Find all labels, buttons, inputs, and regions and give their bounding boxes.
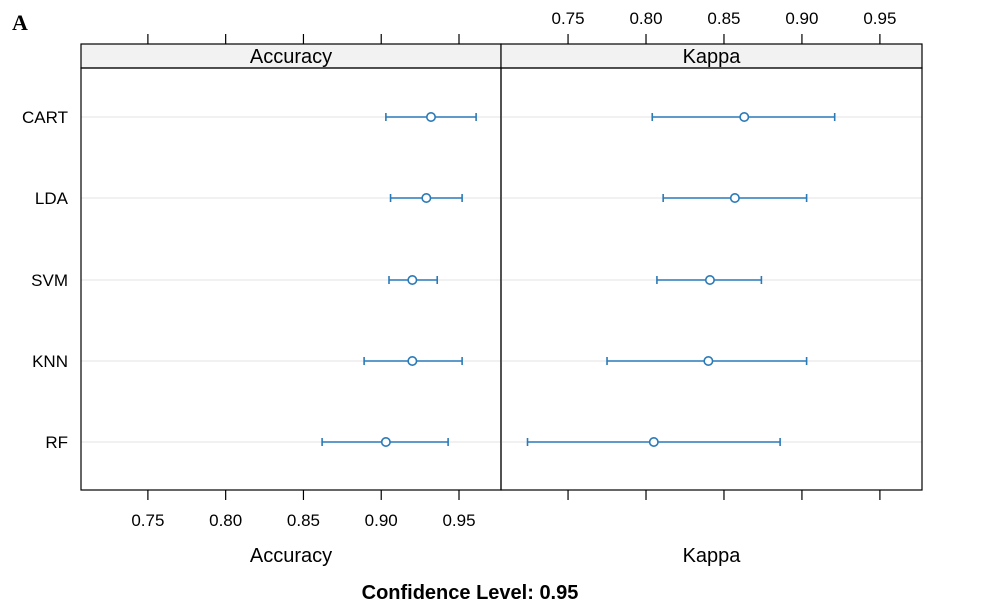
kappa-tick-label: 0.95 bbox=[863, 9, 896, 28]
accuracy-lda-point bbox=[421, 193, 432, 204]
kappa-axis-title: Kappa bbox=[683, 545, 742, 567]
accuracy-tick-label: 0.85 bbox=[287, 511, 320, 530]
category-label-lda: LDA bbox=[35, 189, 69, 208]
kappa-knn-point bbox=[703, 355, 714, 366]
category-label-cart: CART bbox=[22, 108, 68, 127]
kappa-rf-point bbox=[648, 436, 659, 447]
accuracy-rf-point bbox=[380, 436, 391, 447]
accuracy-svm-point bbox=[407, 274, 418, 285]
kappa-panel-border bbox=[500, 67, 923, 491]
kappa-lda-point bbox=[729, 193, 740, 204]
accuracy-strip-label: Accuracy bbox=[250, 46, 332, 68]
category-label-knn: KNN bbox=[32, 352, 68, 371]
category-label-svm: SVM bbox=[31, 271, 68, 290]
accuracy-tick-label: 0.75 bbox=[131, 511, 164, 530]
accuracy-knn-point bbox=[407, 355, 418, 366]
accuracy-tick-label: 0.80 bbox=[209, 511, 242, 530]
accuracy-axis-title: Accuracy bbox=[250, 545, 332, 567]
kappa-tick-label: 0.85 bbox=[707, 9, 740, 28]
kappa-tick-label: 0.75 bbox=[552, 9, 585, 28]
accuracy-cart-point bbox=[425, 112, 436, 123]
kappa-strip bbox=[500, 43, 923, 69]
kappa-tick-label: 0.80 bbox=[629, 9, 662, 28]
accuracy-tick-label: 0.90 bbox=[365, 511, 398, 530]
category-label-rf: RF bbox=[45, 433, 68, 452]
accuracy-strip bbox=[80, 43, 502, 69]
kappa-strip-label: Kappa bbox=[683, 46, 742, 68]
kappa-tick-label: 0.90 bbox=[785, 9, 818, 28]
confidence-level-label: Confidence Level: 0.95 bbox=[362, 582, 579, 604]
kappa-cart-point bbox=[739, 112, 750, 123]
accuracy-tick-label: 0.95 bbox=[442, 511, 475, 530]
figure-label: A bbox=[12, 10, 28, 35]
kappa-svm-point bbox=[704, 274, 715, 285]
